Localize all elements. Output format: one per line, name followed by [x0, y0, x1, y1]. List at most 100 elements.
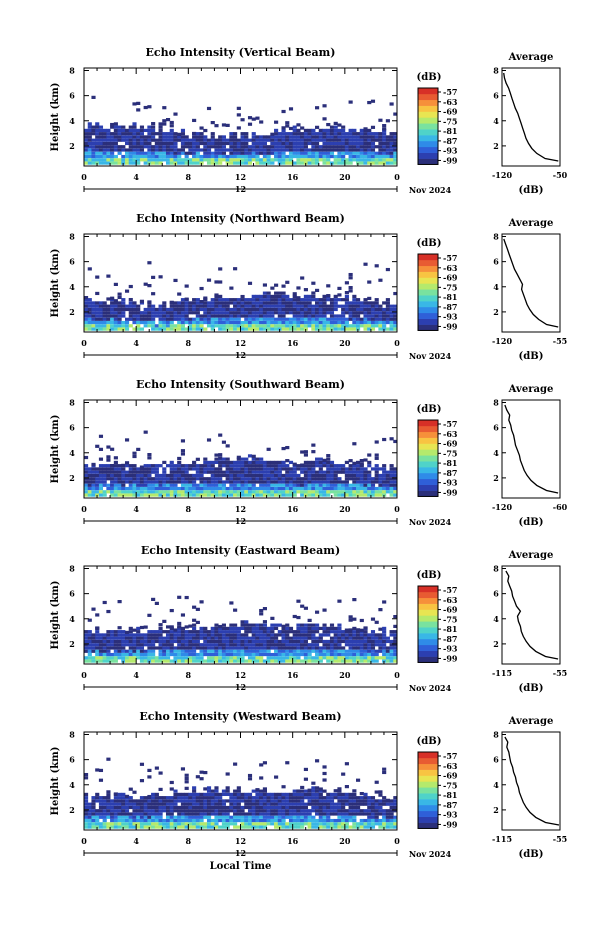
heatmap-cell [382, 311, 387, 315]
heatmap-cell [117, 304, 122, 308]
day-label: 12 [235, 682, 246, 692]
heatmap-cell [326, 652, 331, 657]
heatmap-cell [374, 815, 379, 819]
heatmap-cell [274, 135, 279, 139]
heatmap-cell [382, 473, 387, 478]
heatmap-cell [318, 802, 323, 806]
heatmap-cell [326, 135, 331, 139]
heatmap-cell [203, 805, 208, 810]
heatmap-cell [136, 161, 141, 165]
heatmap-cell [247, 154, 253, 159]
heatmap-cell [206, 467, 212, 471]
heatmap-cell [195, 799, 200, 803]
heatmap-cell [180, 630, 186, 634]
heatmap-cell [296, 792, 301, 797]
heatmap-cell [143, 633, 148, 637]
panel-2: Echo Intensity (Northward Beam)2468Heigh… [50, 212, 567, 362]
heatmap-cell [95, 633, 100, 637]
heatmap-cell [139, 652, 145, 657]
heatmap-cell [247, 659, 253, 663]
heatmap-cell [296, 314, 301, 318]
heatmap-cell [307, 656, 312, 660]
heatmap-cell [281, 477, 286, 481]
heatmap-cell [117, 307, 122, 312]
heatmap-cell [95, 639, 100, 644]
heatmap-cell [173, 805, 178, 810]
heatmap-cell [270, 626, 275, 631]
heatmap-cell [359, 145, 364, 149]
heatmap-cell [296, 643, 301, 647]
heatmap-cell [247, 777, 253, 781]
heatmap-cell [315, 460, 320, 465]
heatmap-cell [225, 792, 230, 797]
heatmap-cell [184, 473, 189, 478]
heatmap-cell [281, 473, 286, 478]
heatmap-cell [341, 818, 346, 823]
heatmap-cell [102, 643, 107, 647]
heatmap-cell [262, 138, 267, 142]
heatmap-cell [210, 464, 215, 468]
heatmap-cell [180, 626, 186, 631]
heatmap-cell [266, 291, 271, 295]
heatmap-cell [210, 467, 215, 471]
heatmap-cell [389, 639, 394, 644]
heatmap-cell [113, 815, 118, 819]
heatmap-cell [98, 483, 104, 487]
heatmap-cell [124, 324, 130, 328]
heatmap-cell [337, 656, 342, 660]
heatmap-cell [206, 822, 212, 826]
heatmap-cell [359, 646, 364, 650]
heatmap-cell [87, 618, 92, 622]
heatmap-cell [285, 483, 290, 487]
heatmap-cell [177, 320, 182, 325]
colorbar-swatch [418, 633, 438, 640]
heatmap-cell [154, 630, 159, 634]
heatmap-cell [296, 652, 301, 657]
heatmap-cell [359, 128, 364, 133]
heatmap-cell [382, 127, 387, 131]
heatmap-cell [221, 815, 226, 819]
heatmap-cell [259, 151, 264, 155]
heatmap-cell [192, 649, 197, 653]
heatmap-cell [158, 128, 163, 133]
heatmap-cell [262, 141, 267, 146]
heatmap-cell [329, 809, 335, 813]
heatmap-cell [173, 633, 178, 637]
heatmap-cell [382, 630, 387, 634]
heatmap-cell [225, 467, 230, 471]
heatmap-cell [147, 636, 152, 640]
heatmap-cell [110, 815, 115, 819]
heatmap-cell [180, 304, 186, 308]
heatmap-cell [210, 649, 215, 653]
heatmap-cell [359, 148, 364, 152]
heatmap-cell [352, 301, 357, 305]
heatmap-cell [352, 490, 357, 494]
colorbar-tick-label: -63 [443, 595, 458, 605]
heatmap-cell [378, 151, 383, 155]
heatmap-cell [132, 639, 137, 644]
heatmap-cell [382, 626, 387, 631]
heatmap-cell [214, 477, 219, 481]
heatmap-cell [162, 327, 167, 331]
heatmap-cell [236, 626, 241, 631]
heatmap-cell [206, 633, 212, 637]
heatmap-cell [143, 822, 148, 826]
heatmap-cell [244, 626, 249, 631]
heatmap-cell [236, 324, 241, 328]
heatmap-cell [318, 317, 323, 321]
heatmap-cell [154, 802, 159, 806]
heatmap-cell [233, 477, 238, 481]
heatmap-cell [225, 473, 230, 478]
heatmap-cell [322, 649, 327, 653]
heatmap-cell [363, 792, 368, 797]
heatmap-cell [221, 623, 226, 627]
heatmap-cell [236, 470, 241, 474]
heatmap-cell [251, 636, 256, 640]
heatmap-cell [247, 486, 253, 491]
heatmap-cell [143, 796, 148, 800]
heatmap-cell [374, 490, 379, 494]
heatmap-cell [162, 141, 167, 146]
heatmap-cell [315, 138, 320, 142]
heatmap-cell [203, 304, 208, 308]
